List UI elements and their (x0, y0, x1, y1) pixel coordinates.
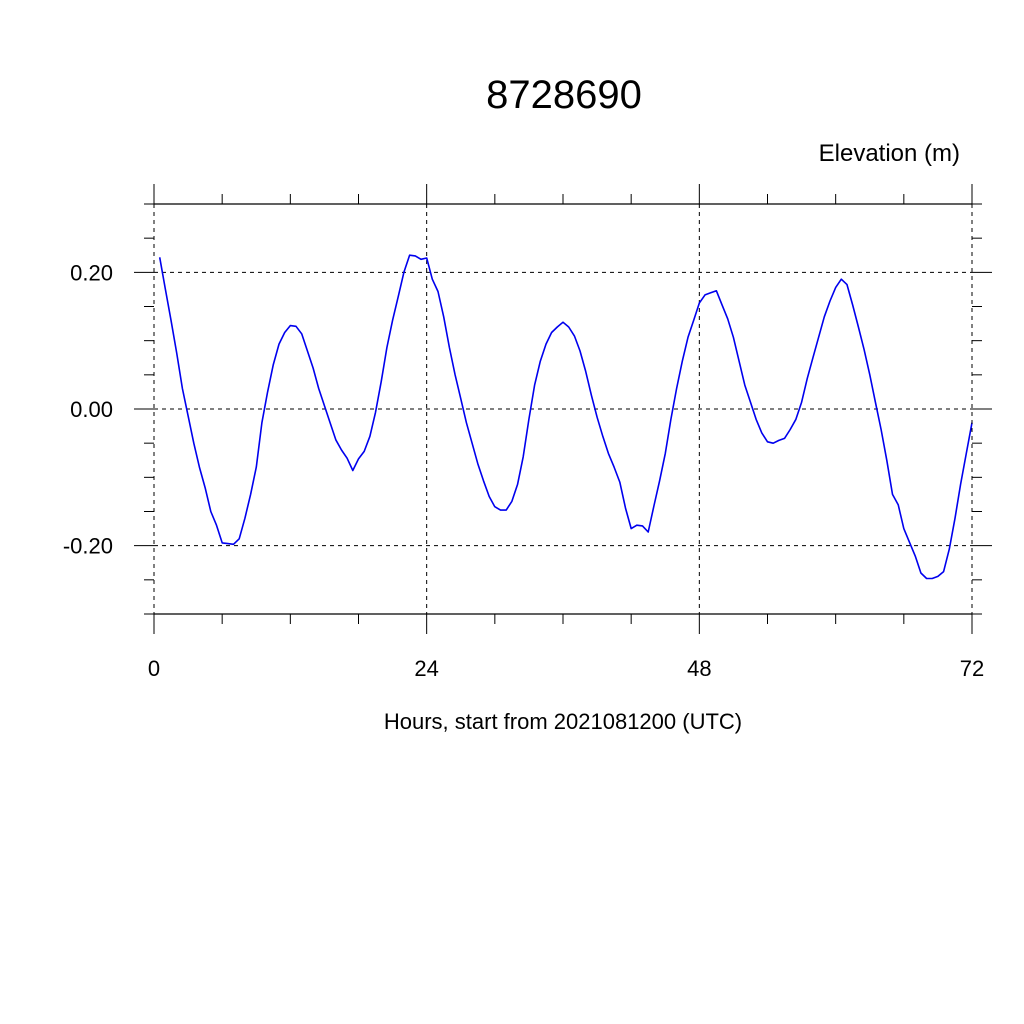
x-tick-label: 0 (148, 656, 160, 681)
x-tick-label: 48 (687, 656, 711, 681)
y-tick-label: 0.00 (70, 397, 113, 422)
series-layer (158, 254, 973, 580)
x-axis-label: Hours, start from 2021081200 (UTC) (384, 709, 742, 734)
y-tick-label: -0.20 (63, 534, 113, 559)
ticks (134, 184, 992, 634)
x-tick-label: 24 (414, 656, 438, 681)
chart-title: 8728690 (486, 73, 642, 117)
grid-lines (154, 204, 972, 614)
x-tick-label: 72 (960, 656, 984, 681)
series-line (158, 254, 973, 580)
y-axis-label: Elevation (m) (819, 140, 960, 167)
tick-labels: 0 24 48 72 -0.20 0.00 0.20 (63, 260, 984, 681)
y-tick-label: 0.20 (70, 260, 113, 285)
